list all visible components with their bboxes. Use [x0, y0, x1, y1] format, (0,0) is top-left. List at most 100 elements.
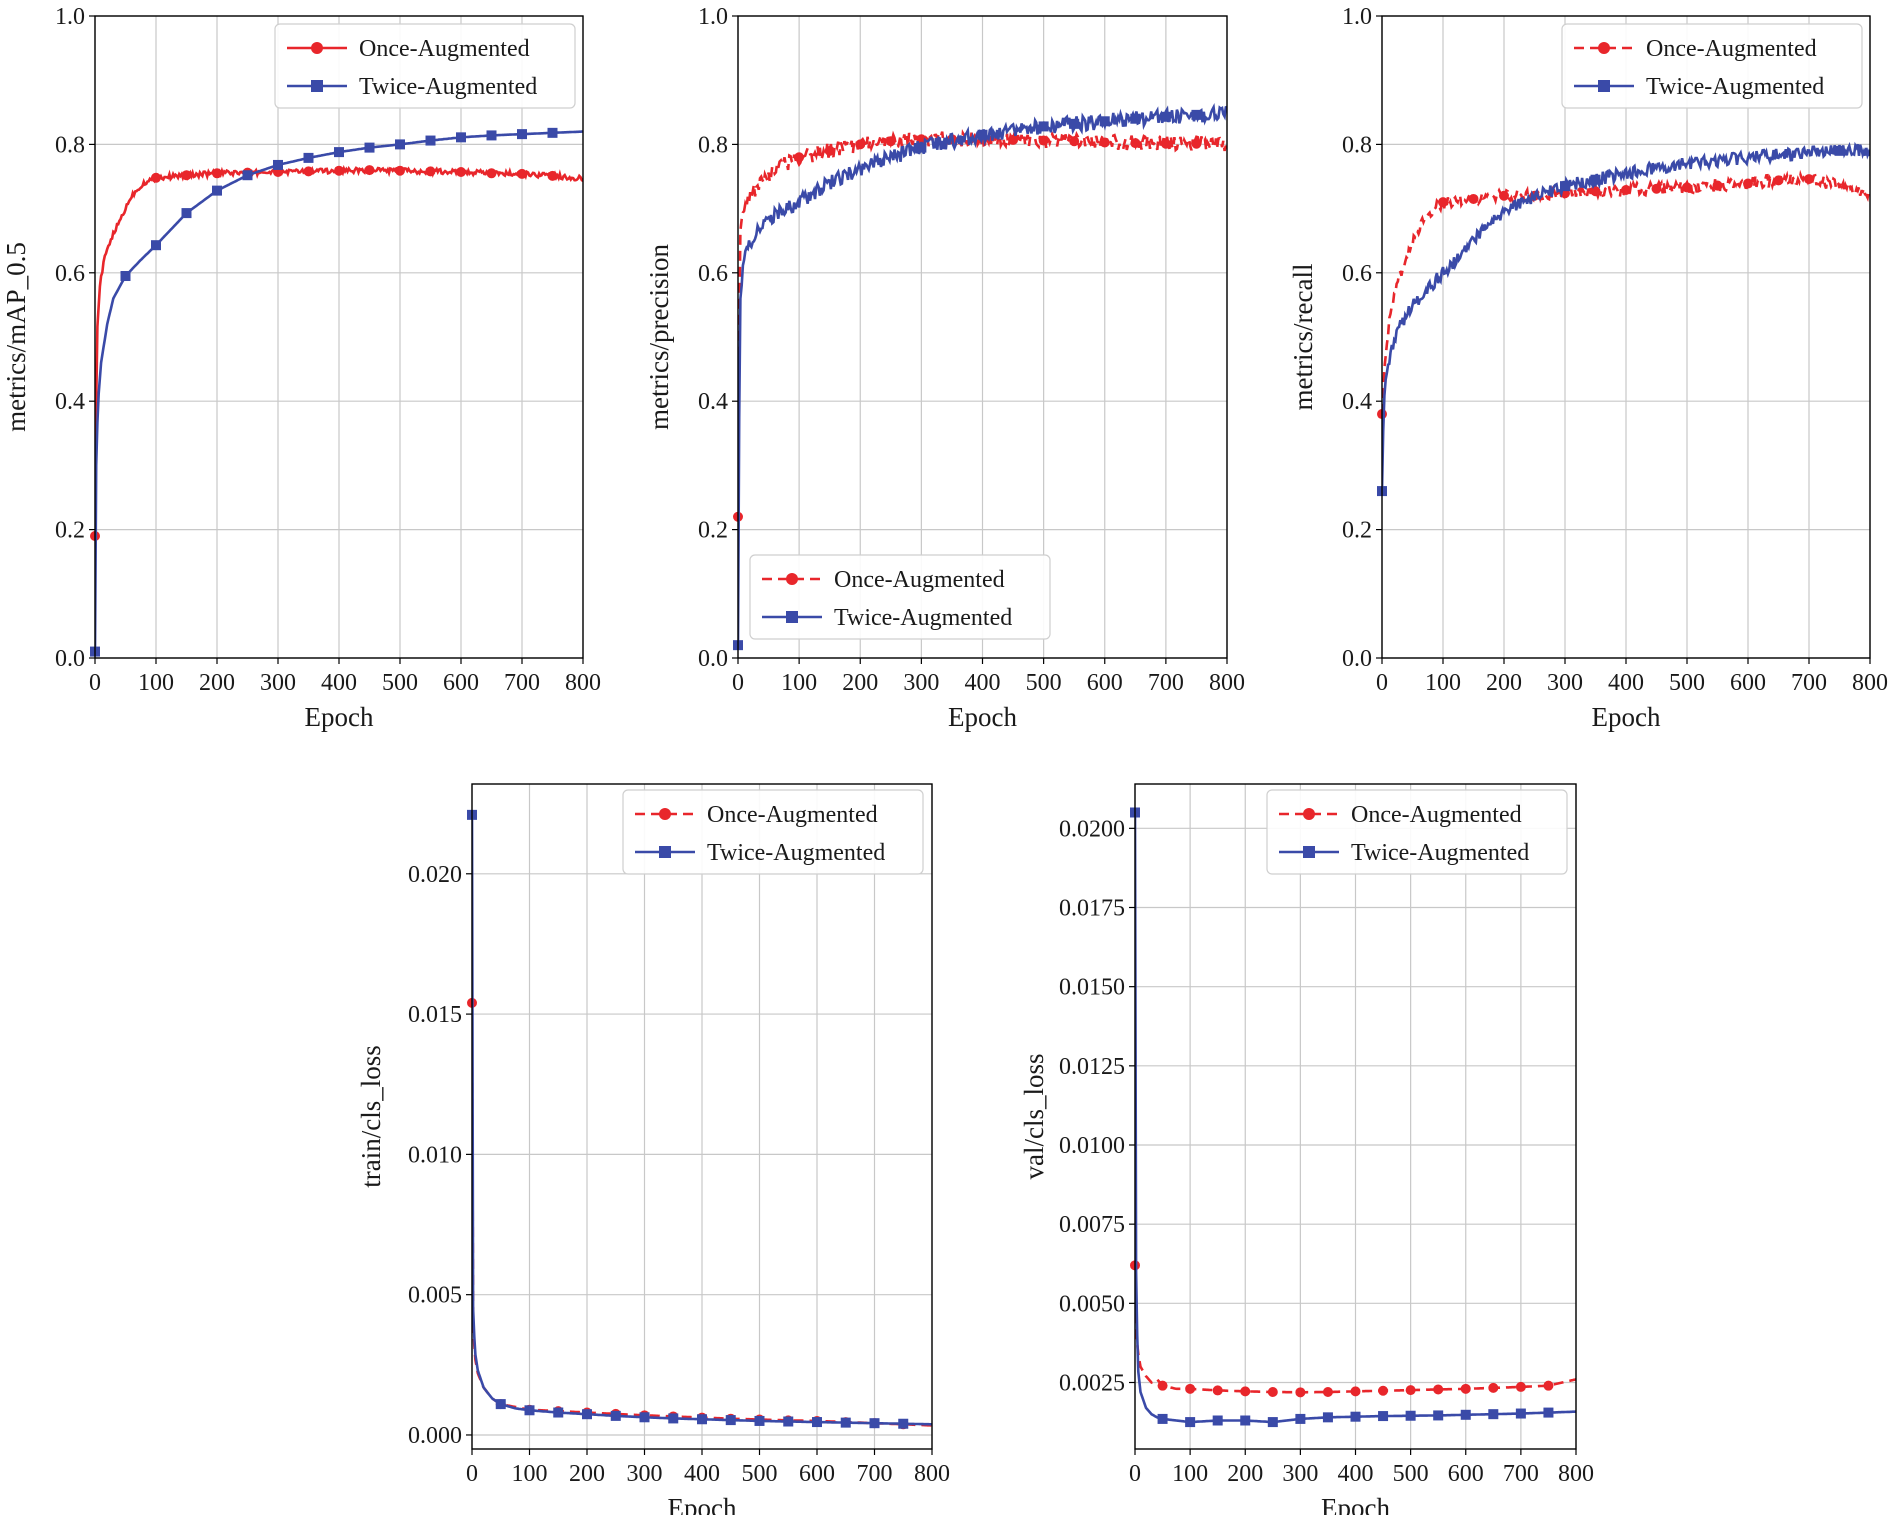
- data-point-marker: [524, 1405, 535, 1416]
- x-tick-label: 100: [138, 670, 174, 696]
- data-point-marker: [725, 1415, 736, 1426]
- data-point-marker: [1038, 135, 1049, 146]
- data-point-marker: [1560, 181, 1570, 192]
- legend-marker-once: [311, 42, 323, 54]
- data-point-marker: [639, 1412, 650, 1423]
- data-point-marker: [547, 127, 558, 138]
- data-point-marker: [486, 168, 497, 179]
- legend: Once-Augmented Twice-Augmented: [1266, 789, 1568, 875]
- x-tick-label: 300: [1547, 670, 1583, 696]
- data-point-marker: [697, 1414, 707, 1425]
- data-point-marker: [1433, 1410, 1444, 1421]
- x-tick-label: 500: [742, 1461, 778, 1487]
- data-point-marker: [1712, 180, 1723, 191]
- legend: Once-Augmented Twice-Augmented: [749, 554, 1051, 640]
- data-point-marker: [1834, 145, 1845, 156]
- data-point-marker: [1499, 190, 1509, 201]
- x-tick-label: 500: [1393, 1461, 1429, 1487]
- data-point-marker: [1185, 1383, 1196, 1394]
- x-tick-label: 300: [627, 1461, 663, 1487]
- data-point-marker: [181, 170, 192, 181]
- data-point-marker: [812, 1417, 822, 1428]
- data-point-marker: [582, 1409, 592, 1420]
- x-tick-label: 700: [504, 670, 540, 696]
- data-point-marker: [456, 167, 466, 178]
- data-point-marker: [486, 130, 497, 141]
- data-point-marker: [1191, 109, 1202, 120]
- x-tick-label: 300: [260, 670, 296, 696]
- y-tick-label: 1.0: [1342, 4, 1372, 30]
- x-tick-label: 300: [903, 670, 939, 696]
- y-tick-label: 0.000: [408, 1423, 462, 1449]
- x-tick-label: 400: [1608, 670, 1644, 696]
- x-tick-label: 0: [89, 670, 101, 696]
- data-point-marker: [1069, 136, 1080, 147]
- legend-label-once: Once-Augmented: [834, 567, 1005, 593]
- y-tick-label: 0.8: [1342, 132, 1372, 158]
- data-point-marker: [1651, 183, 1662, 194]
- legend-label-twice: Twice-Augmented: [1646, 74, 1824, 100]
- data-point-marker: [1191, 138, 1202, 149]
- data-point-marker: [425, 135, 436, 146]
- data-point-marker: [1008, 134, 1019, 145]
- data-point-marker: [824, 145, 835, 156]
- data-point-marker: [364, 142, 375, 153]
- x-tick-label: 600: [799, 1461, 835, 1487]
- legend-label-once: Once-Augmented: [1351, 802, 1522, 828]
- data-point-marker: [1240, 1415, 1251, 1426]
- data-point-marker: [1099, 137, 1110, 148]
- chart-map: 0 100 200 300 400 500 600 700 800 0.0 0.2 0.4 0.6 0.8…: [1, 4, 601, 732]
- y-tick-label: 0.6: [55, 261, 85, 287]
- data-point-marker: [181, 208, 192, 219]
- y-tick-label: 0.0075: [1059, 1212, 1125, 1238]
- x-tick-label: 200: [1227, 1461, 1263, 1487]
- y-tick-label: 0.0: [1342, 646, 1372, 672]
- y-tick-label: 0.8: [55, 132, 85, 158]
- data-point-marker: [395, 139, 405, 150]
- y-tick-label: 0.4: [698, 389, 728, 415]
- y-axis-label: metrics/recall: [1288, 264, 1318, 411]
- y-tick-label: 0.0025: [1059, 1371, 1125, 1397]
- x-tick-label: 500: [1026, 670, 1062, 696]
- data-point-marker: [1130, 113, 1141, 124]
- x-tick-label: 700: [1791, 670, 1827, 696]
- y-tick-label: 0.6: [1342, 261, 1372, 287]
- data-point-marker: [547, 170, 558, 181]
- legend-marker-twice: [659, 846, 671, 858]
- x-tick-label: 800: [914, 1461, 950, 1487]
- data-point-marker: [898, 1418, 909, 1429]
- data-point-marker: [120, 271, 131, 282]
- x-tick-label: 700: [1148, 670, 1184, 696]
- data-point-marker: [517, 129, 527, 140]
- x-tick-label: 800: [1209, 670, 1245, 696]
- y-tick-label: 0.020: [408, 862, 462, 888]
- data-point-marker: [1322, 1387, 1333, 1397]
- data-point-marker: [1350, 1386, 1361, 1397]
- legend-marker-twice: [786, 611, 798, 623]
- y-tick-label: 0.0100: [1059, 1133, 1125, 1159]
- data-point-marker: [495, 1399, 506, 1410]
- data-point-marker: [1130, 138, 1141, 149]
- legend: Once-Augmented Twice-Augmented: [274, 23, 576, 109]
- data-point-marker: [1157, 1413, 1168, 1424]
- data-point-marker: [1515, 1408, 1526, 1419]
- data-point-marker: [840, 1417, 851, 1428]
- data-point-marker: [1682, 182, 1692, 193]
- legend-box: [1561, 23, 1863, 109]
- x-tick-label: 800: [565, 670, 601, 696]
- data-point-marker: [1185, 1417, 1196, 1428]
- data-point-marker: [151, 240, 161, 251]
- x-tick-label: 100: [1425, 670, 1461, 696]
- x-tick-label: 200: [199, 670, 235, 696]
- data-point-marker: [1212, 1415, 1223, 1426]
- data-point-marker: [783, 1416, 794, 1427]
- data-point-marker: [395, 165, 405, 176]
- y-axis-label: metrics/mAP_0.5: [1, 242, 31, 432]
- y-tick-label: 0.2: [698, 518, 728, 544]
- x-axis-label: Epoch: [1321, 1493, 1390, 1515]
- y-tick-label: 0.8: [698, 132, 728, 158]
- data-point-marker: [1038, 121, 1049, 132]
- y-tick-label: 0.0175: [1059, 896, 1125, 922]
- legend: Once-Augmented Twice-Augmented: [1561, 23, 1863, 109]
- x-tick-label: 800: [1558, 1461, 1594, 1487]
